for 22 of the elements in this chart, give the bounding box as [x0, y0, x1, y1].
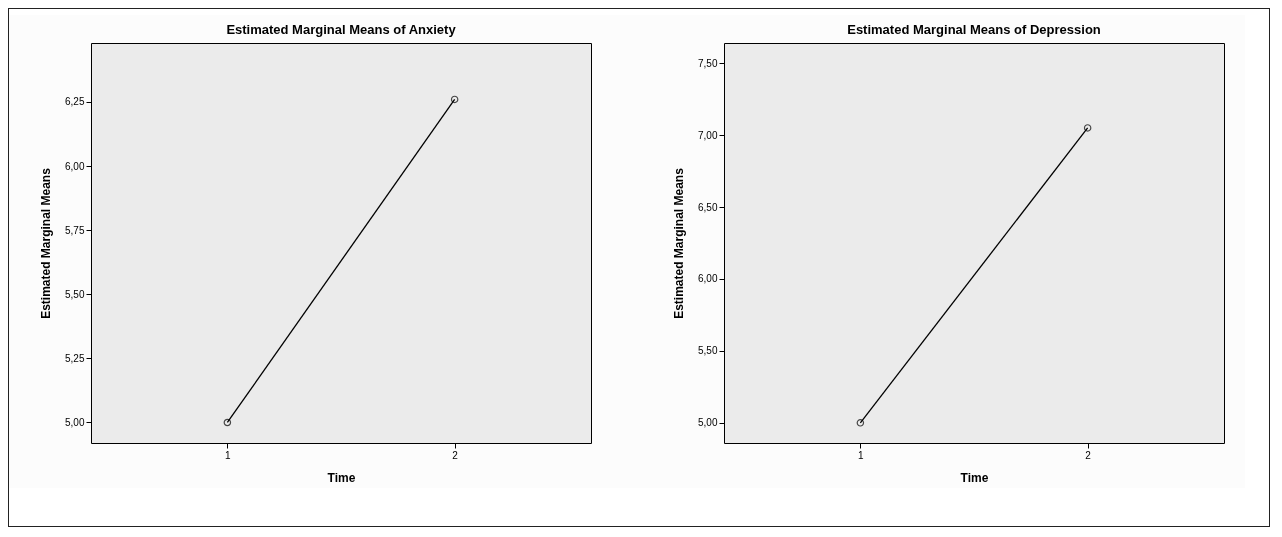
- x-tick-label: 2: [452, 449, 459, 461]
- chart-title: Estimated Marginal Means of Anxiety: [226, 22, 457, 37]
- y-tick-label: 5,50: [698, 345, 718, 357]
- x-axis-title: Time: [960, 470, 989, 485]
- y-tick-label: 6,25: [65, 96, 85, 108]
- x-tick-label: 1: [225, 449, 232, 461]
- y-tick-label: 5,75: [65, 224, 85, 236]
- x-axis-title: Time: [327, 470, 356, 485]
- y-axis-title: Estimated Marginal Means: [672, 167, 687, 319]
- y-tick-label: 5,00: [698, 417, 718, 429]
- y-axis-title: Estimated Marginal Means: [39, 167, 54, 319]
- y-tick-label: 6,00: [65, 160, 85, 172]
- y-tick-label: 6,50: [698, 201, 718, 213]
- x-tick-label: 1: [858, 449, 865, 461]
- y-tick-label: 7,00: [698, 129, 718, 141]
- y-tick-label: 5,50: [65, 288, 85, 300]
- x-tick-label: 2: [1085, 449, 1092, 461]
- y-tick-label: 6,00: [698, 273, 718, 285]
- y-tick-label: 5,00: [65, 416, 85, 428]
- y-tick-label: 5,25: [65, 352, 85, 364]
- y-tick-label: 7,50: [698, 57, 718, 69]
- chart-title: Estimated Marginal Means of Depression: [847, 22, 1101, 37]
